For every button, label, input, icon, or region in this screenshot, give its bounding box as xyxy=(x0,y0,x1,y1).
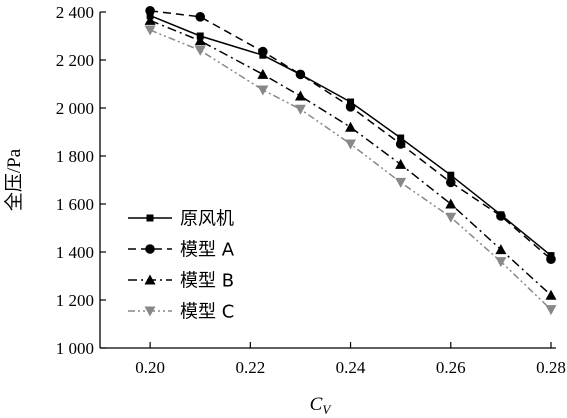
legend-entry: 模型 C xyxy=(128,302,234,323)
legend-entry: 原风机 xyxy=(128,209,234,230)
data-point xyxy=(445,212,457,223)
y-tick-label: 2 400 xyxy=(56,3,94,22)
data-point xyxy=(496,211,506,221)
data-point xyxy=(194,45,206,56)
x-axis-title: CV xyxy=(310,394,333,417)
y-tick-label: 2 200 xyxy=(56,51,94,70)
legend-label: 模型 A xyxy=(180,240,235,261)
legend-marker xyxy=(145,244,155,254)
data-point xyxy=(395,139,406,149)
data-point xyxy=(495,244,507,255)
y-axis-title: 全压/Pa xyxy=(3,148,25,211)
x-tick-label: 0.28 xyxy=(536,358,566,377)
y-tick-label: 2 000 xyxy=(56,99,94,118)
data-point xyxy=(545,289,557,300)
data-point xyxy=(294,90,306,101)
data-point xyxy=(345,121,357,132)
data-point xyxy=(447,171,455,179)
y-tick-label: 1 200 xyxy=(56,291,94,310)
data-point xyxy=(345,139,357,150)
legend-marker xyxy=(146,214,154,222)
series-3 xyxy=(144,14,557,300)
y-tick-label: 1 800 xyxy=(56,147,94,166)
data-point xyxy=(257,85,269,96)
plot-area xyxy=(99,12,556,349)
data-point xyxy=(295,69,306,80)
data-point xyxy=(194,35,206,46)
y-ticks: 1 000 1 200 1 400 1 600 1 800 2 000 2 200 2 400 xyxy=(56,3,106,358)
y-tick-label: 1 600 xyxy=(56,195,94,214)
legend-entry: 模型 A xyxy=(128,240,235,261)
data-point xyxy=(445,177,456,188)
data-point xyxy=(294,104,306,115)
data-point xyxy=(397,134,405,142)
data-point xyxy=(144,14,156,25)
series-layer xyxy=(144,6,557,316)
data-point xyxy=(257,68,269,79)
series-line xyxy=(149,19,552,296)
x-tick-label: 0.24 xyxy=(336,358,366,377)
legend-marker xyxy=(144,274,156,285)
data-point xyxy=(545,305,557,316)
series-4 xyxy=(144,25,557,316)
series-line xyxy=(149,29,552,311)
data-point xyxy=(345,102,356,112)
data-point xyxy=(546,254,556,264)
data-point xyxy=(395,177,407,188)
data-point xyxy=(145,6,155,16)
data-point xyxy=(258,46,268,57)
legend-label: 模型 B xyxy=(180,271,234,292)
data-point xyxy=(445,198,457,209)
legend-entry: 模型 B xyxy=(128,271,234,292)
data-point xyxy=(195,11,206,22)
x-tick-label: 0.20 xyxy=(135,358,165,377)
y-tick-label: 1 000 xyxy=(56,339,94,358)
x-axis-title-main: C xyxy=(310,394,323,415)
x-tick-label: 0.26 xyxy=(436,358,466,377)
x-axis-title-subscript: V xyxy=(322,402,332,417)
legend-label: 原风机 xyxy=(180,209,234,230)
data-point xyxy=(395,158,407,169)
y-tick-label: 1 400 xyxy=(56,243,94,262)
x-ticks: 0.20 0.22 0.24 0.26 0.28 xyxy=(135,342,566,377)
data-point xyxy=(495,257,507,268)
series-2 xyxy=(145,6,556,264)
x-tick-label: 0.22 xyxy=(235,358,265,377)
legend-label: 模型 C xyxy=(180,302,234,323)
legend-marker xyxy=(144,306,156,317)
data-point xyxy=(144,25,156,36)
data-point xyxy=(347,98,355,106)
